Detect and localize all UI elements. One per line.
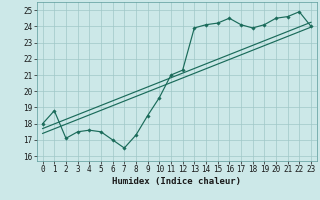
X-axis label: Humidex (Indice chaleur): Humidex (Indice chaleur) — [112, 177, 241, 186]
